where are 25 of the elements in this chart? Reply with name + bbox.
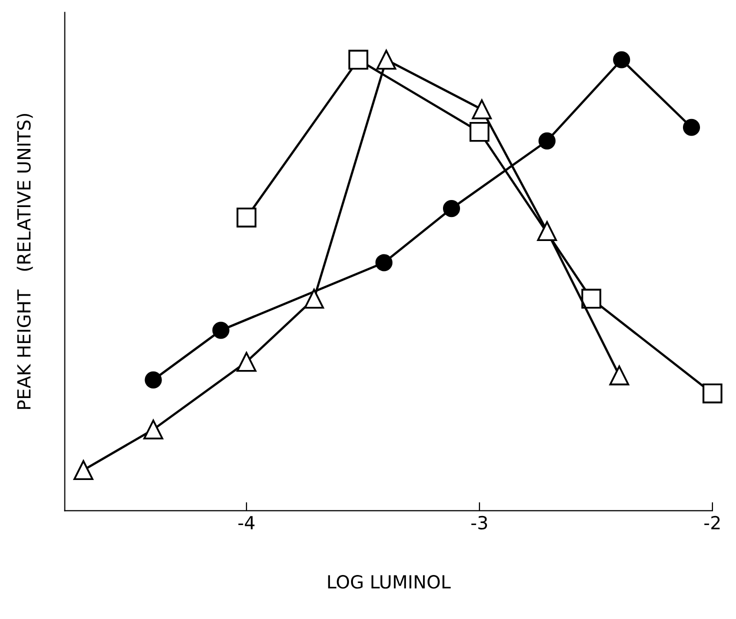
- point: [212, 322, 230, 339]
- point: [304, 288, 324, 309]
- point: [143, 420, 164, 440]
- point: [702, 383, 722, 404]
- point: [442, 200, 460, 218]
- point: [470, 122, 490, 142]
- y-axis-title: PEAK HEIGHT (RELATIVE UNITS): [16, 114, 33, 409]
- point: [613, 51, 630, 68]
- point: [236, 208, 256, 228]
- point: [537, 221, 557, 242]
- x-tick-label: -2: [704, 516, 720, 530]
- point: [609, 365, 630, 386]
- point: [682, 118, 700, 136]
- x-tick-label: -3: [471, 516, 488, 530]
- point: [144, 371, 162, 388]
- point: [73, 460, 94, 480]
- point: [376, 50, 396, 70]
- point: [375, 254, 392, 272]
- point: [538, 132, 556, 150]
- point: [472, 99, 492, 120]
- point: [348, 50, 368, 70]
- point: [236, 352, 256, 372]
- point: [581, 288, 602, 309]
- x-tick-label: -4: [238, 516, 254, 530]
- x-axis-title: LOG LUMINOL: [328, 574, 451, 589]
